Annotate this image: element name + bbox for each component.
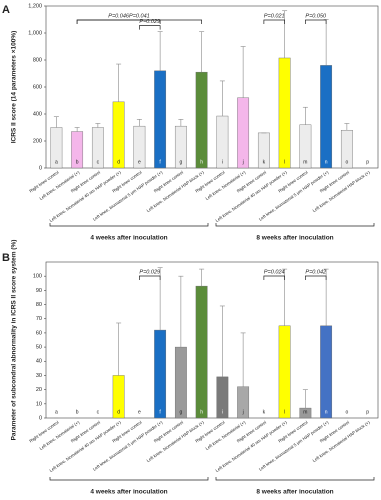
y-tick-label: 10 — [36, 401, 42, 407]
bar-letter: o — [345, 159, 348, 165]
p-value: P=0.046 — [108, 13, 130, 19]
bar-letter: i — [222, 159, 223, 165]
y-tick-label: 600 — [33, 84, 42, 90]
bar-letter: j — [242, 409, 244, 415]
y-tick-label: 70 — [36, 316, 42, 322]
bar — [112, 101, 125, 169]
y-tick-label: 40 — [36, 359, 42, 365]
bar — [195, 285, 208, 419]
y-tick-label: 800 — [33, 57, 42, 63]
significance-bracket — [139, 25, 161, 30]
bar — [320, 325, 333, 419]
bar-letter: a — [55, 409, 58, 415]
group-bracket — [215, 477, 375, 481]
bar-letter: c — [97, 159, 100, 165]
group-bracket — [49, 477, 209, 481]
significance-bracket — [305, 275, 327, 280]
y-tick-label: 20 — [36, 387, 42, 393]
bar-letter: e — [138, 409, 141, 415]
bar-letter: j — [242, 159, 244, 165]
group-label: 4 weeks after inoculation — [90, 489, 167, 496]
bar — [320, 65, 333, 169]
significance-bracket — [76, 19, 161, 24]
y-tick-label: 400 — [33, 111, 42, 117]
p-value: P=0.021 — [264, 13, 285, 19]
bar-letter: e — [138, 159, 141, 165]
y-tick-label: 30 — [36, 373, 42, 379]
p-value: P=0.029 — [139, 269, 160, 275]
bar-letter: d — [117, 409, 120, 415]
bar-letter: f — [159, 159, 161, 165]
panel-label: B — [2, 252, 10, 264]
p-value: P=0.041 — [129, 13, 150, 19]
y-tick-label: 100 — [33, 274, 42, 280]
panel-label: A — [2, 4, 10, 16]
bar — [237, 97, 250, 169]
p-value: P=0.042 — [305, 269, 326, 275]
bar-letter: m — [303, 159, 307, 165]
x-tick-label: Left knee, biomaterial 40 nm HAP powder … — [49, 169, 123, 223]
p-value: P=0.050 — [305, 13, 327, 19]
significance-bracket — [263, 19, 285, 24]
bar-letter: n — [325, 409, 328, 415]
bar-letter: m — [303, 409, 307, 415]
bar-letter: h — [200, 409, 203, 415]
y-tick-label: 200 — [33, 138, 42, 144]
bar-letter: n — [325, 159, 328, 165]
bar-letter: f — [159, 409, 161, 415]
y-tick-label: 90 — [36, 288, 42, 294]
bar-letter: c — [97, 409, 100, 415]
bar — [195, 71, 208, 169]
bar — [174, 346, 187, 419]
y-tick-label: 0 — [39, 165, 42, 171]
bar-letter: k — [263, 409, 266, 415]
bar-letter: l — [284, 409, 285, 415]
y-tick-label: 1,000 — [28, 30, 42, 36]
y-tick-label: 60 — [36, 330, 42, 336]
significance-bracket — [139, 275, 161, 280]
y-tick-label: 0 — [39, 415, 42, 421]
bar-letter: b — [76, 159, 79, 165]
bar-letter: k — [263, 159, 266, 165]
y-tick-label: 50 — [36, 345, 42, 351]
p-value: P=0.029 — [139, 19, 160, 25]
group-bracket — [49, 223, 209, 227]
bar-letter: l — [284, 159, 285, 165]
bar-letter: o — [345, 409, 348, 415]
bar — [278, 57, 291, 169]
bar-letter: h — [200, 159, 203, 165]
bar-letter: a — [55, 159, 58, 165]
group-label: 8 weeks after inoculation — [256, 235, 333, 242]
group-label: 8 weeks after inoculation — [256, 489, 333, 496]
y-axis-label: ICRS II score (14 parameters ×100%) — [11, 31, 18, 144]
bar — [154, 70, 167, 169]
x-tick-label: Left knee, biomaterial 40 nm HAP powder … — [49, 419, 123, 473]
bar-letter: d — [117, 159, 120, 165]
plot-frame — [45, 261, 379, 419]
bar — [154, 329, 167, 419]
x-tick-label: Left knee, biomaterial 40 nm HAP powder … — [215, 169, 289, 223]
p-value: P=0.024 — [264, 269, 285, 275]
bar-letter: i — [222, 409, 223, 415]
y-tick-label: 80 — [36, 302, 42, 308]
bar — [278, 325, 291, 419]
significance-bracket — [305, 19, 327, 24]
y-tick-label: 1,200 — [28, 3, 42, 9]
y-axis-label: Parameter of subcondral abnormality in I… — [11, 240, 18, 441]
bar-letter: p — [366, 159, 369, 165]
bar-letter: b — [76, 409, 79, 415]
group-bracket — [215, 223, 375, 227]
x-tick-label: Left knee, biomaterial 40 nm HAP powder … — [215, 419, 289, 473]
bar-letter: g — [179, 159, 182, 165]
bar-letter: g — [179, 409, 182, 415]
group-label: 4 weeks after inoculation — [90, 235, 167, 242]
bar-letter: p — [366, 409, 369, 415]
significance-bracket — [263, 275, 285, 280]
